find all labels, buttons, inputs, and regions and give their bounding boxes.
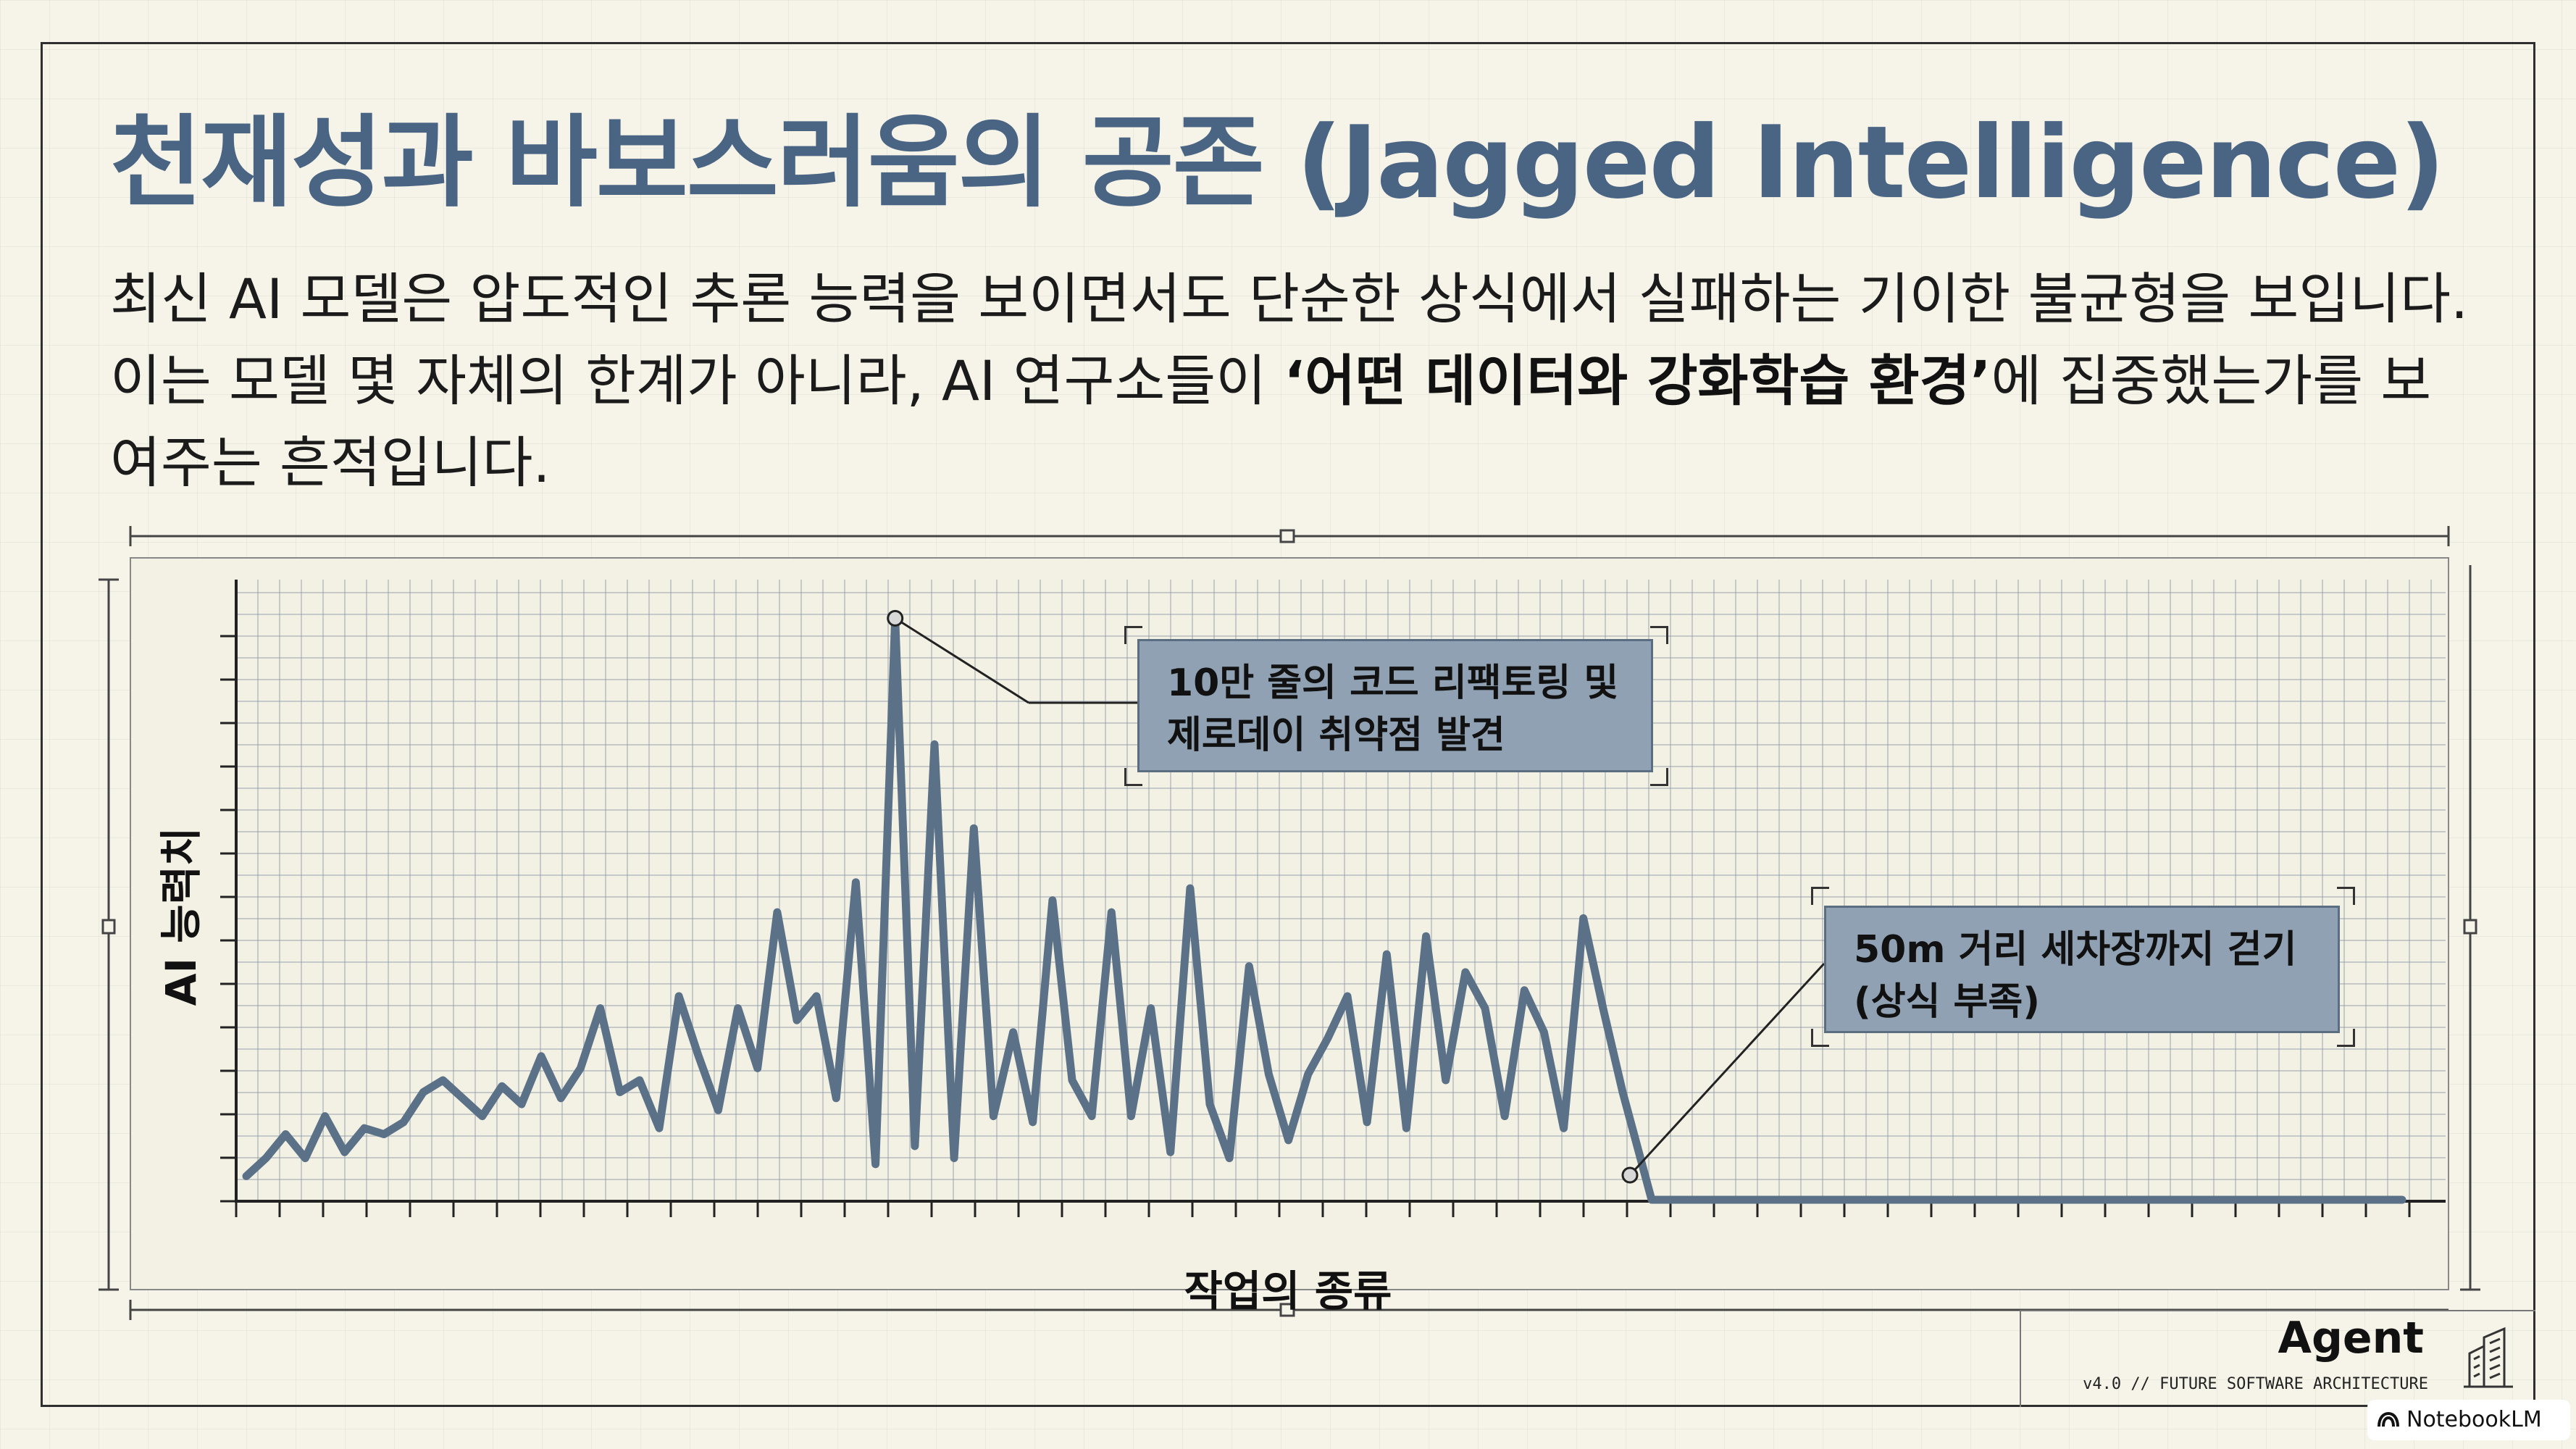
callout-2-corner-tl — [1811, 887, 1829, 905]
callout-1-corner-br — [1650, 768, 1668, 786]
callout-1-corner-bl — [1124, 768, 1142, 786]
callout-1-corner-tl — [1124, 626, 1142, 644]
callout-drop-annotation: 50m 거리 세차장까지 걷기 (상식 부족) — [1824, 906, 2340, 1033]
axis-ticks — [220, 635, 2411, 1217]
left-dimension-marker — [101, 919, 116, 935]
brand-block — [2020, 1310, 2535, 1407]
peak-point-marker — [887, 609, 904, 627]
building-icon — [2464, 1327, 2513, 1388]
slide-frame — [41, 42, 2535, 1407]
callout-peak-annotation: 10만 줄의 코드 리팩토링 및 제로데이 취약점 발견 — [1137, 639, 1653, 772]
callout-leader-drop — [1628, 962, 1826, 1177]
x-axis-label: 작업의 종류 — [1184, 1266, 1392, 1316]
brand-tagline: v4.0 // FUTURE SOFTWARE ARCHITECTURE — [2083, 1375, 2428, 1393]
slide-subtitle: 최신 AI 모델은 압도적인 추론 능력을 보이면서도 단순한 상식에서 실패하… — [110, 258, 2472, 504]
callout-2-corner-tr — [2337, 887, 2355, 905]
ability-series-line — [242, 614, 2406, 1204]
bottom-dimension-marker — [1279, 1303, 1295, 1317]
top-dimension-marker — [1279, 529, 1295, 543]
right-dimension-marker — [2463, 919, 2477, 935]
brand-name: Agent — [2278, 1313, 2424, 1364]
subtitle-part-2: 에 집중했는가를 보여주는 흔적입니다. — [110, 348, 2432, 495]
drop-point-marker — [1621, 1166, 1639, 1184]
chart-grid — [235, 580, 2446, 1202]
callout-2-corner-bl — [1811, 1029, 1829, 1047]
callout-2-corner-br — [2337, 1029, 2355, 1047]
callout-1-corner-tr — [1650, 626, 1668, 644]
subtitle-emphasis: ‘어떤 데이터와 강화학습 환경’ — [1284, 348, 1991, 413]
notebooklm-watermark: NotebookLM — [2367, 1400, 2570, 1440]
subtitle-part-1: 최신 AI 모델은 압도적인 추론 능력을 보이면서도 단순한 상식에서 실패하… — [110, 267, 2469, 413]
notebooklm-icon — [2378, 1411, 2399, 1427]
slide-title: 천재성과 바보스러움의 공존 (Jagged Intelligence) — [110, 104, 2445, 221]
notebooklm-label: NotebookLM — [2406, 1407, 2542, 1432]
callout-leader-peak — [894, 617, 1029, 704]
y-axis-label: AI 능력치 — [156, 827, 206, 1006]
